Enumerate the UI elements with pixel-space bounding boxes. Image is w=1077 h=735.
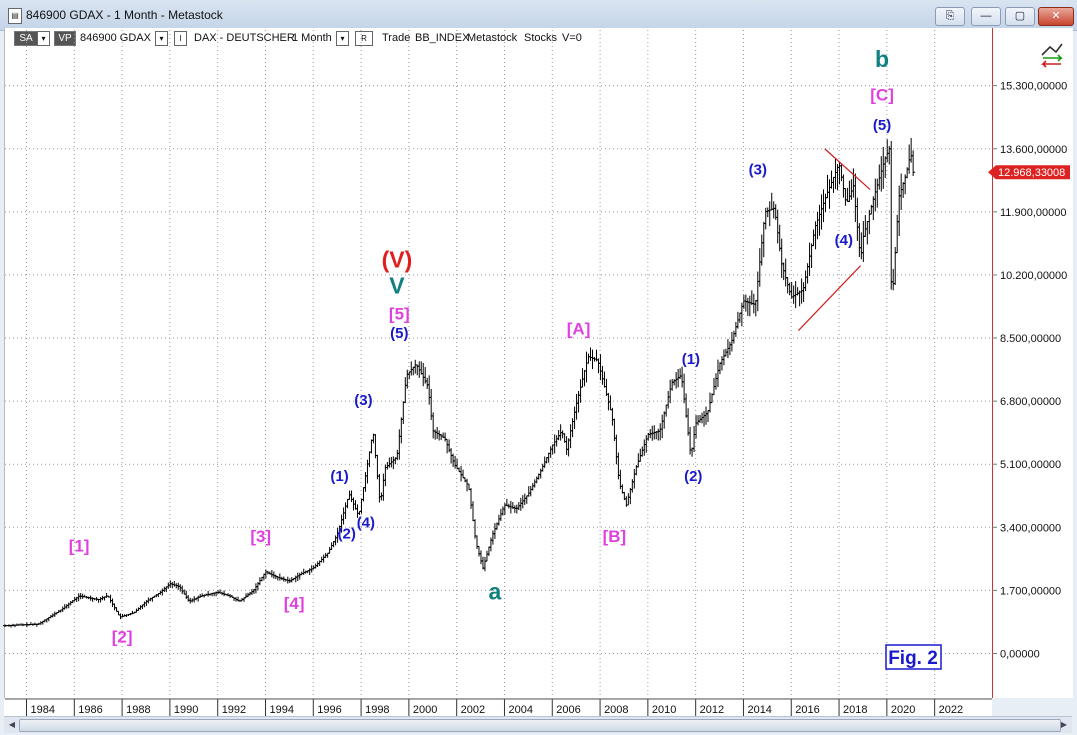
close-button[interactable]: ✕: [1038, 7, 1074, 26]
stocks-label: Stocks: [524, 32, 558, 44]
minimize-button[interactable]: —: [971, 7, 1001, 26]
scroll-left-arrow-icon[interactable]: ◀: [8, 720, 16, 729]
period-dropdown[interactable]: ▾: [336, 31, 349, 46]
symbol-label: 846900 GDAX: [80, 32, 151, 44]
date-axis: [4, 699, 992, 716]
chart-toolbar: SA ▾ VP 846900 GDAX ▾ I DAX - DEUTSCHER …: [0, 30, 992, 48]
indicator-button[interactable]: I: [174, 31, 187, 46]
horizontal-scrollbar[interactable]: ◀ ▶: [4, 716, 1072, 733]
security-name: DAX - DEUTSCHER: [194, 32, 295, 44]
window-title: 846900 GDAX - 1 Month - Metastock: [26, 8, 223, 22]
r-button[interactable]: R: [355, 31, 373, 46]
app-icon: ▤: [8, 8, 22, 24]
price-axis-panel: [992, 28, 1073, 698]
symbol-dropdown[interactable]: ▾: [155, 31, 168, 46]
trade-label: Trade: [382, 32, 411, 44]
window-extra-button[interactable]: ⎘: [935, 7, 965, 26]
scroll-thumb[interactable]: [19, 719, 1061, 732]
source-label: Metastock: [467, 32, 518, 44]
volume-label: V=0: [562, 32, 582, 44]
sa-dropdown[interactable]: ▾: [37, 31, 50, 46]
period-label: 1 Month: [292, 32, 332, 44]
scroll-right-arrow-icon[interactable]: ▶: [1060, 720, 1068, 729]
plot-area[interactable]: [4, 28, 993, 698]
sa-button[interactable]: SA: [14, 31, 38, 46]
restore-button[interactable]: ▢: [1005, 7, 1035, 26]
index-label: BB_INDEX: [415, 32, 470, 44]
window-titlebar: ▤ 846900 GDAX - 1 Month - Metastock ⎘ — …: [0, 0, 1077, 31]
vp-button[interactable]: VP: [54, 31, 76, 46]
